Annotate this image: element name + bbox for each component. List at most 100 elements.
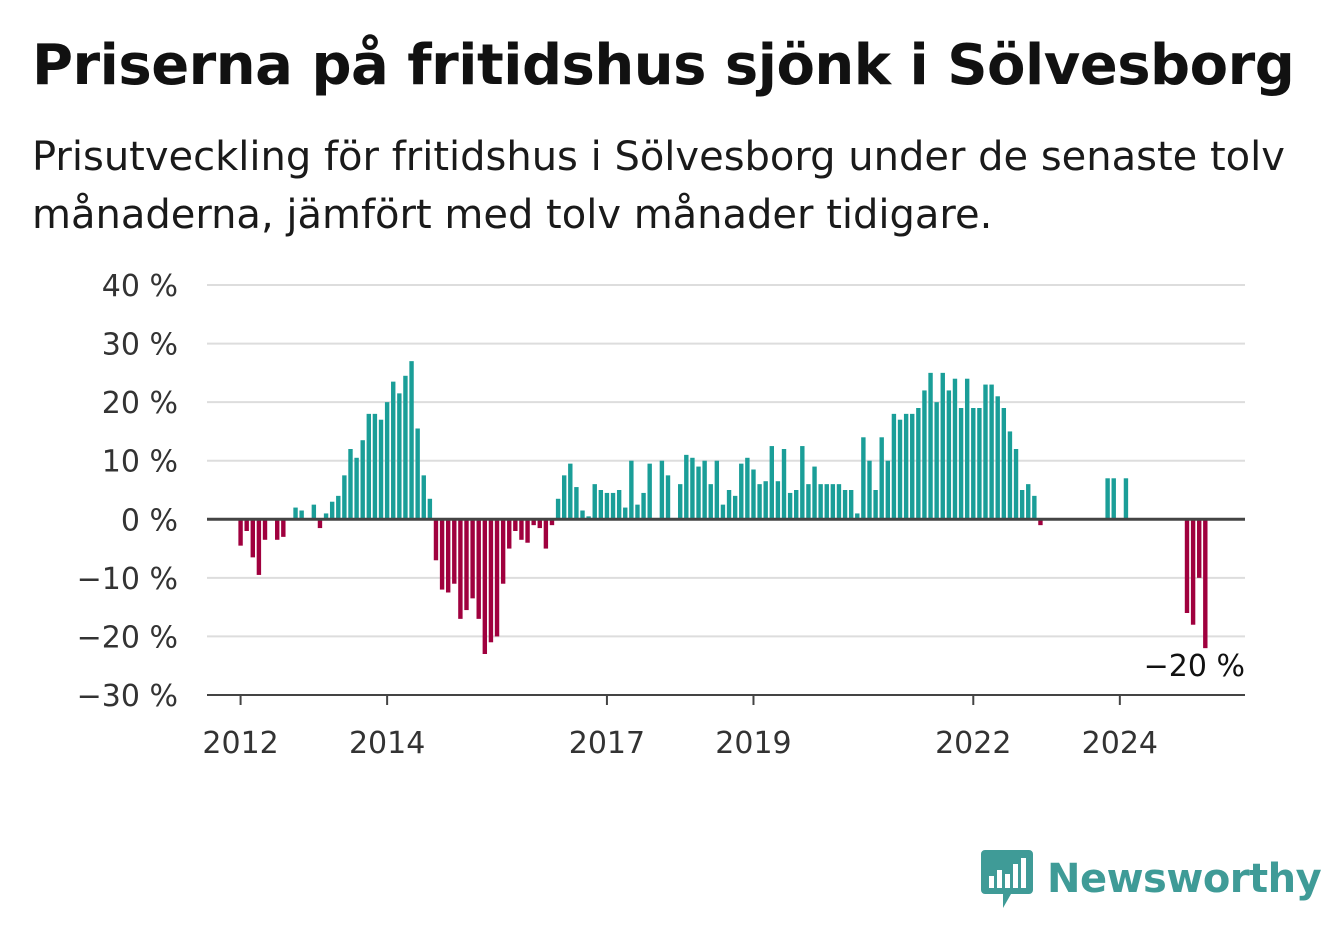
newsworthy-logo-text: Newsworthy	[1047, 856, 1322, 902]
bar	[726, 490, 732, 520]
bar	[848, 490, 854, 520]
chart-subtitle: Prisutveckling för fritidshus i Sölvesbo…	[32, 134, 1285, 238]
bar	[995, 396, 1000, 520]
chart-title: Priserna på fritidshus sjönk i Sölvesbor…	[32, 33, 1295, 98]
bar	[757, 484, 762, 520]
bar	[250, 519, 255, 558]
bar	[903, 413, 909, 520]
bar	[397, 393, 402, 520]
bar	[635, 504, 640, 520]
bar	[751, 469, 756, 520]
bar	[623, 507, 628, 520]
bar	[1032, 495, 1037, 520]
bar	[861, 437, 866, 520]
bar	[1190, 519, 1196, 625]
bar	[342, 475, 347, 520]
bar	[317, 519, 323, 529]
bar	[574, 487, 579, 520]
bar	[421, 475, 426, 520]
bar	[946, 390, 952, 520]
bar	[879, 437, 884, 520]
bar	[775, 481, 781, 520]
bar	[763, 481, 768, 520]
bar	[262, 519, 268, 540]
bar	[543, 519, 549, 549]
bar	[842, 490, 848, 520]
bar	[488, 519, 494, 643]
bar	[476, 519, 481, 619]
bar	[1007, 431, 1013, 520]
y-tick-label: 20 %	[102, 386, 178, 421]
bar	[916, 408, 921, 520]
bar	[702, 460, 707, 520]
bar	[378, 419, 384, 520]
bar	[855, 513, 860, 520]
bar	[244, 519, 249, 531]
bar	[1123, 478, 1129, 520]
bar	[439, 519, 445, 590]
bar	[867, 460, 872, 520]
bar	[433, 519, 439, 561]
bar	[500, 519, 506, 584]
bar	[568, 463, 573, 520]
x-tick-label: 2012	[202, 726, 278, 761]
bar	[360, 440, 365, 520]
bar	[812, 466, 817, 520]
bar	[384, 402, 390, 520]
bar	[445, 519, 451, 593]
bar	[1019, 490, 1025, 520]
x-axis-ticks: 2012 2014 2017 2019 2022 2024	[202, 695, 1158, 761]
bar	[989, 384, 994, 520]
x-tick-label: 2019	[715, 726, 791, 761]
bar	[329, 501, 335, 520]
bar	[275, 519, 280, 540]
bar	[525, 519, 530, 543]
bar	[372, 413, 378, 520]
bar	[427, 498, 433, 520]
bar	[678, 484, 683, 520]
bar	[256, 519, 262, 575]
bar	[690, 457, 695, 520]
bar	[464, 519, 469, 611]
bar	[824, 484, 829, 520]
bar	[482, 519, 488, 654]
bar	[891, 413, 897, 520]
bar	[659, 460, 665, 520]
bar	[470, 519, 475, 599]
bar	[580, 510, 585, 520]
y-tick-label: 30 %	[102, 328, 178, 363]
bar	[537, 519, 542, 529]
bar	[787, 492, 793, 520]
bar	[897, 419, 903, 520]
axes	[207, 517, 1245, 696]
bar	[971, 408, 976, 520]
bar	[494, 519, 500, 637]
bar	[800, 446, 805, 520]
bar	[910, 413, 915, 520]
bar	[1001, 408, 1007, 520]
y-axis-ticks: 40 % 30 % 20 % 10 % 0 % −10 % −20 % −30 %	[77, 269, 178, 714]
bar	[1038, 519, 1043, 526]
bar	[299, 510, 304, 520]
bar	[958, 408, 964, 520]
y-tick-label: −20 %	[77, 620, 178, 655]
bar	[610, 492, 616, 520]
bar	[1184, 519, 1190, 613]
bar	[745, 457, 750, 520]
bar	[409, 361, 414, 520]
bar	[323, 513, 329, 520]
gridlines	[207, 284, 1245, 638]
bar	[885, 460, 891, 520]
newsworthy-logo-icon	[981, 850, 1033, 908]
bar	[555, 498, 561, 520]
bar	[549, 519, 555, 526]
y-tick-label: 40 %	[102, 269, 178, 304]
bar	[806, 484, 811, 520]
bar	[452, 519, 457, 584]
bar	[1203, 519, 1208, 649]
y-tick-label: 0 %	[121, 503, 178, 538]
y-tick-label: 10 %	[102, 445, 178, 480]
bar	[238, 519, 243, 546]
bar	[598, 490, 604, 520]
